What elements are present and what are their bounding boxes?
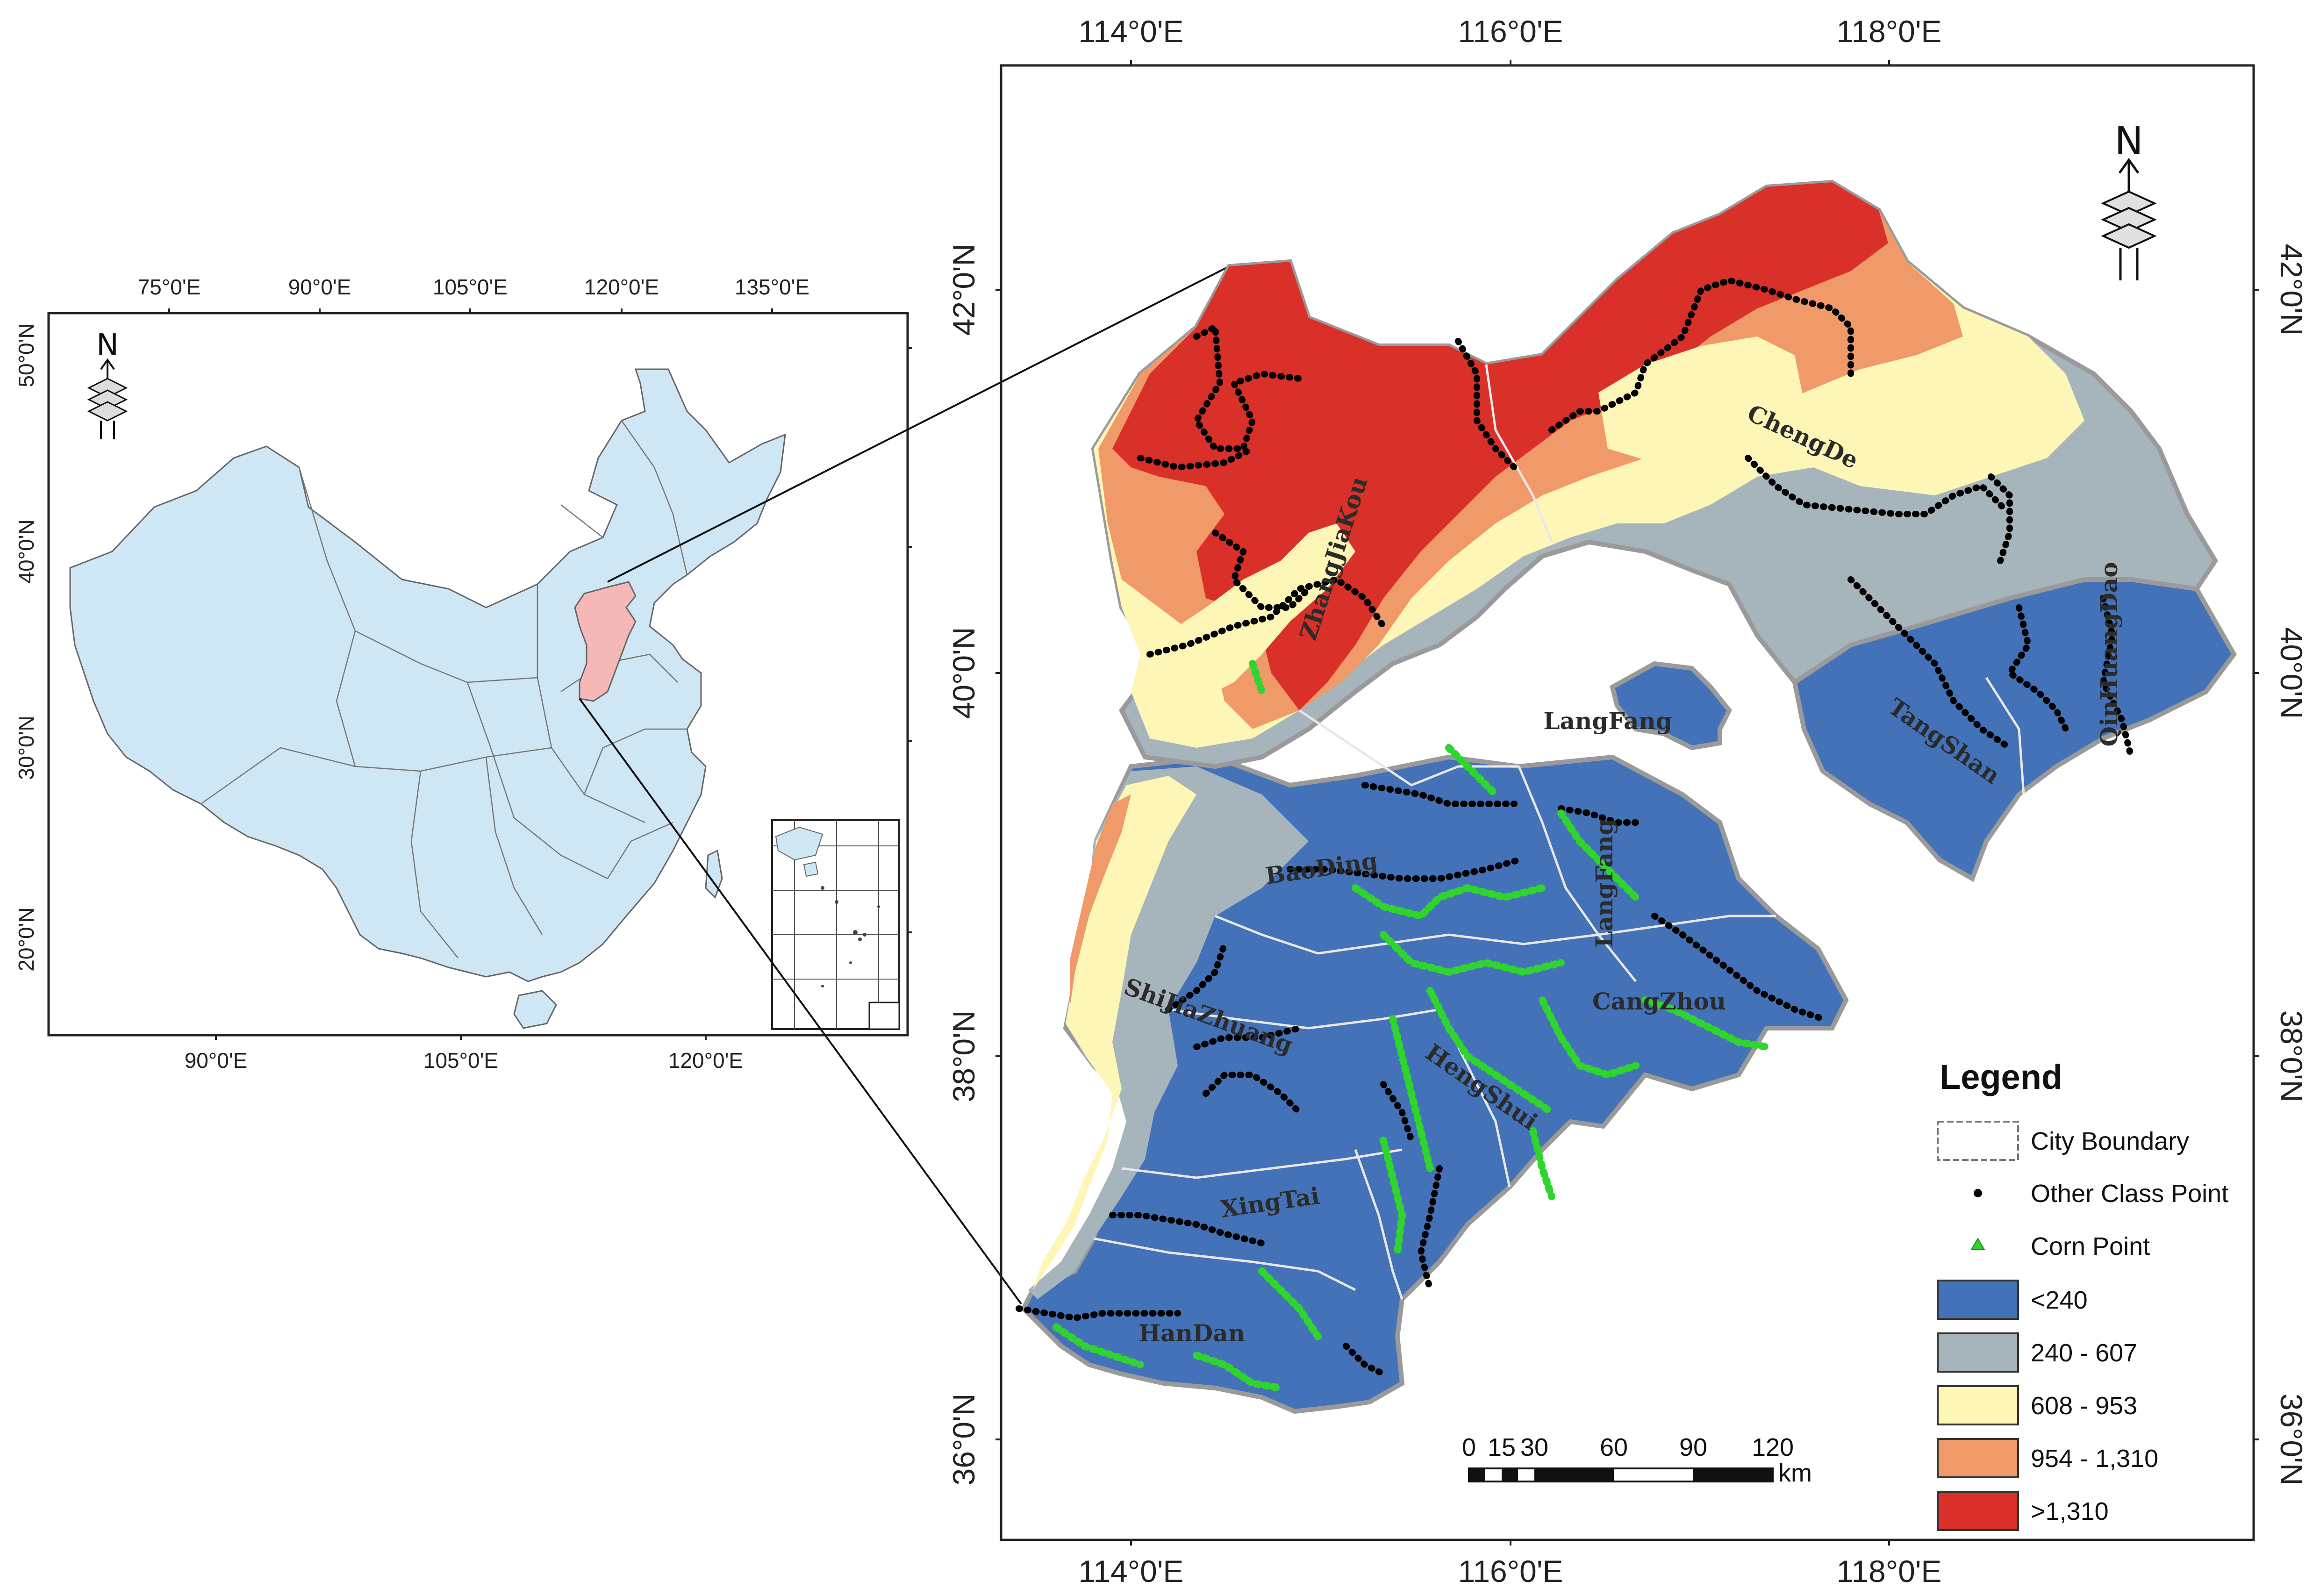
city-label-qinhuangdao: QinHuangDao [2095, 562, 2123, 746]
main-lon-label-top: 114°0'E [1079, 14, 1184, 49]
north-arrow-icon: N [2101, 119, 2157, 280]
inset-lat-label: 20°0'N [14, 907, 38, 971]
scale-tick-label: 30 [1520, 1433, 1548, 1461]
legend-swatch-boundary [1937, 1121, 2019, 1161]
legend-title: Legend [1940, 1058, 2062, 1096]
china-outline [69, 368, 786, 982]
city-label-cangzhou: CangZhou [1592, 988, 1726, 1015]
south-china-sea-inset [771, 819, 900, 1030]
main-lat-label-left: 36°0'N [946, 1394, 981, 1486]
main-lat-label-left: 40°0'N [946, 627, 981, 719]
scale-bar: 0 15 30 60 90 120 km [1462, 1433, 1812, 1487]
inset-lon-label-bottom: 90°0'E [185, 1048, 248, 1073]
city-label-handan: HanDan [1139, 1319, 1245, 1347]
hebei-foothills-orange [1070, 794, 1131, 1005]
inset-lon-label-bottom: 105°0'E [423, 1048, 498, 1073]
city-label-langfang-north: LangFang [1543, 707, 1672, 735]
legend-label: 954 - 1,310 [2031, 1445, 2158, 1473]
chengde-valley [1598, 336, 1804, 463]
main-bottom-ticks [1130, 1540, 1890, 1546]
main-map-frame [1000, 64, 2255, 1541]
scale-tick-label: 15 [1488, 1433, 1516, 1461]
inset-frame [47, 312, 909, 1037]
scale-unit: km [1778, 1459, 1812, 1487]
inset-top-ticks [168, 308, 773, 313]
legend-label: Corn Point [2031, 1232, 2150, 1260]
inset-lon-label-top: 90°0'E [288, 275, 351, 299]
main-lat-label-left: 38°0'N [946, 1010, 981, 1102]
inset-lon-label-top: 135°0'E [735, 275, 809, 299]
legend-swatch-dot [1974, 1189, 1982, 1197]
inset-lon-label-top: 105°0'E [433, 275, 508, 299]
legend-swatch-954-1310 [1937, 1438, 2019, 1478]
connector-lines [579, 265, 1230, 1305]
city-label-langfang-south: LangFang [1590, 819, 1618, 947]
main-left-ticks [995, 289, 1001, 1440]
inset-bottom-ticks [215, 1035, 707, 1040]
inset-lon-label-top: 120°0'E [584, 275, 659, 299]
main-map: ZhangJiaKou ChengDe LangFang TangShan Qi… [946, 14, 2309, 1589]
main-lon-label-bottom: 114°0'E [1079, 1554, 1184, 1589]
main-lat-label-right: 42°0'N [2274, 244, 2309, 336]
province-lines [200, 420, 688, 959]
inset-lat-label: 50°0'N [14, 323, 38, 387]
other-class-tracks [1016, 277, 2134, 1377]
main-lon-label-top: 118°0'E [1837, 14, 1942, 49]
langfang-north [1610, 661, 1732, 751]
main-lon-label-top: 116°0'E [1458, 14, 1563, 49]
main-top-ticks [1130, 60, 1890, 65]
corn-point-tracks [1053, 660, 1770, 1392]
inset-lat-label: 40°0'N [14, 519, 38, 583]
main-lat-label-right: 38°0'N [2274, 1010, 2309, 1102]
main-lat-label-right: 36°0'N [2274, 1394, 2309, 1486]
north-label: N [2114, 119, 2143, 164]
legend-swatch-240-607 [1937, 1332, 2019, 1373]
main-right-ticks [2254, 289, 2259, 1440]
legend-swatch-gt1310 [1937, 1491, 2019, 1531]
inset-north-arrow-icon: N [87, 328, 128, 439]
hebei-foothills-yellow [1033, 776, 1196, 1290]
inset-lon-label-top: 75°0'E [138, 275, 201, 299]
inset-right-ticks [908, 347, 912, 933]
hainan-outline [513, 990, 557, 1029]
legend-label: 608 - 953 [2031, 1392, 2137, 1420]
zjk-valley [1150, 523, 1355, 701]
scale-tick-label: 90 [1679, 1433, 1707, 1461]
inset-lon-label-bottom: 120°0'E [668, 1048, 743, 1073]
legend-swatch-608-953 [1937, 1385, 2019, 1425]
inset-lat-label: 30°0'N [14, 716, 38, 780]
legend-label: 240 - 607 [2031, 1339, 2137, 1367]
scale-tick-label: 0 [1462, 1433, 1476, 1461]
main-lat-label-left: 42°0'N [946, 244, 981, 336]
legend: Legend City Boundary Other Class Point C… [1937, 1058, 2228, 1531]
main-lon-label-bottom: 116°0'E [1458, 1554, 1563, 1589]
legend-swatch-lt240 [1937, 1280, 2019, 1320]
main-lat-label-right: 40°0'N [2274, 627, 2309, 719]
legend-label: Other Class Point [2031, 1180, 2228, 1208]
scale-tick-label: 120 [1752, 1433, 1794, 1461]
scale-tick-label: 60 [1600, 1433, 1628, 1461]
main-lon-label-bottom: 118°0'E [1837, 1554, 1942, 1589]
legend-label: >1,310 [2031, 1497, 2109, 1525]
legend-swatch-triangle [1970, 1238, 1985, 1250]
hebei-highlight [574, 581, 637, 702]
legend-label: City Boundary [2031, 1127, 2189, 1155]
inset-north-label: N [96, 328, 119, 363]
legend-label: <240 [2031, 1286, 2088, 1314]
